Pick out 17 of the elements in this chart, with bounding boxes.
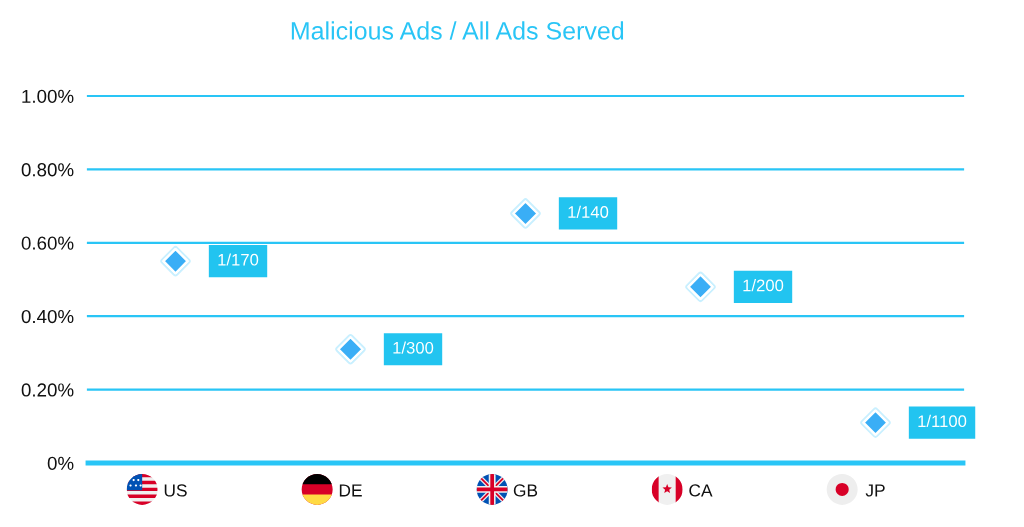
data-label: 1/140 — [568, 205, 609, 218]
data-label: 1/1100 — [918, 414, 967, 428]
data-label: 1/170 — [218, 253, 259, 266]
data-label: 1/300 — [393, 341, 434, 354]
y-tick-label: 0.80% — [21, 163, 74, 177]
x-tick-label: GB — [513, 484, 538, 497]
y-tick-label: 0.20% — [21, 383, 74, 397]
x-tick-label: CA — [689, 484, 713, 497]
x-tick-label: JP — [865, 484, 885, 497]
y-tick-label: 0.40% — [21, 309, 74, 324]
y-tick-label: 0% — [47, 456, 74, 470]
x-tick-label: US — [164, 484, 187, 497]
y-tick-label: 0.60% — [21, 236, 74, 250]
chart-title: Malicious Ads / All Ads Served — [291, 21, 624, 40]
x-tick-label: DE — [339, 484, 362, 497]
y-tick-label: 1.00% — [22, 89, 74, 103]
data-label: 1/200 — [743, 279, 784, 292]
